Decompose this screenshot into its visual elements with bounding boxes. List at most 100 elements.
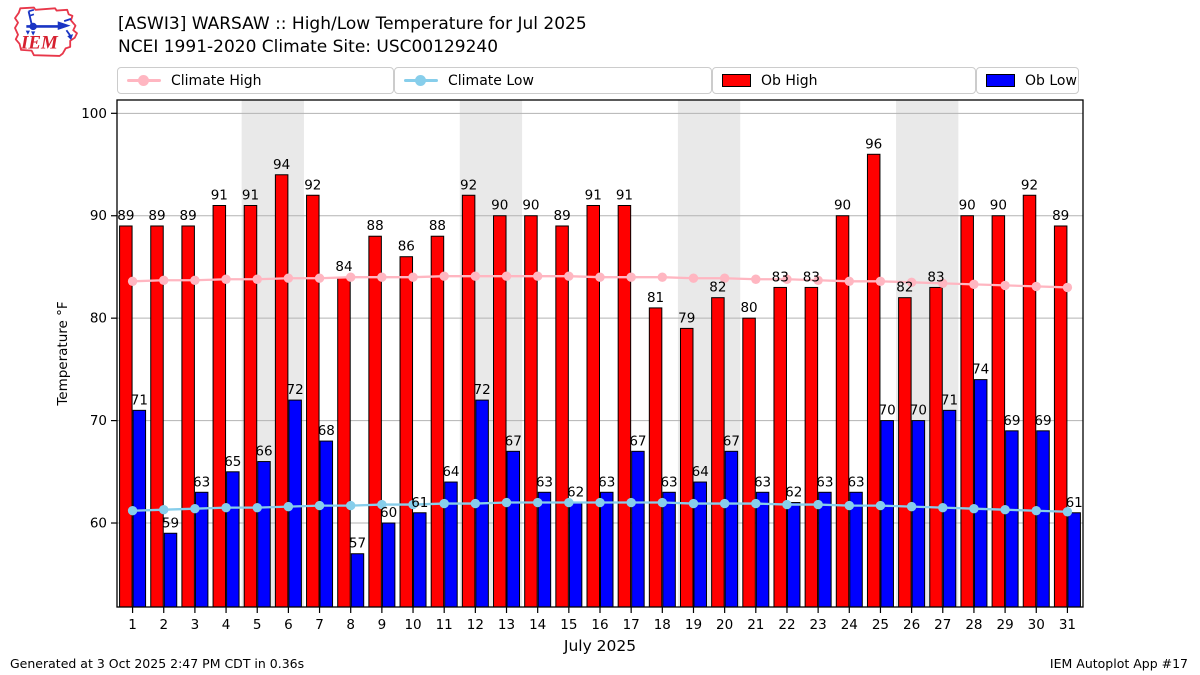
climate-low-marker <box>626 497 636 508</box>
ob-low-value-label: 63 <box>816 474 833 490</box>
ob-low-bar <box>1067 512 1081 608</box>
ob-high-value-label: 92 <box>304 177 321 193</box>
climate-low-marker <box>283 501 294 512</box>
climate-low-marker <box>532 497 543 508</box>
x-tick-label: 30 <box>1028 617 1045 633</box>
ob-high-value-label: 83 <box>803 269 820 285</box>
ob-high-bar <box>1022 194 1037 608</box>
legend-item-climate-high: Climate High <box>117 67 394 94</box>
legend-label: Ob High <box>761 72 818 89</box>
climate-high-marker <box>688 273 699 283</box>
climate-low-marker <box>938 502 948 513</box>
ob-low-value-label: 63 <box>754 474 771 490</box>
ob-high-bar <box>648 307 663 608</box>
ob-high-bar <box>243 204 258 608</box>
climate-high-marker <box>1062 282 1073 293</box>
climate-low-marker <box>595 497 605 508</box>
climate-low-marker <box>844 500 854 511</box>
climate-high-marker <box>501 271 512 281</box>
ob-high-bar <box>711 297 725 608</box>
climate-low-marker <box>221 502 231 513</box>
ob-high-value-label: 92 <box>460 177 477 193</box>
ob-low-value-label: 72 <box>287 382 304 398</box>
ob-high-bar <box>1053 225 1068 608</box>
x-tick-label: 14 <box>529 617 546 633</box>
ob-high-bar <box>399 256 414 608</box>
climate-low-marker <box>314 500 325 511</box>
ob-low-value-label: 63 <box>598 474 615 490</box>
x-tick-label: 2 <box>159 617 168 633</box>
ob-high-value-label: 89 <box>117 208 134 224</box>
climate-low-marker <box>782 499 792 510</box>
weather-vane-icon <box>25 9 74 40</box>
ob-low-value-label: 63 <box>193 474 210 490</box>
climate-low-marker <box>564 497 574 508</box>
y-axis-label: Temperature °F <box>55 301 71 406</box>
ob-high-value-label: 81 <box>647 290 664 306</box>
ob-high-value-label: 89 <box>180 208 197 224</box>
x-tick-label: 17 <box>623 617 640 633</box>
ob-low-value-label: 69 <box>1003 413 1020 429</box>
x-tick-label: 3 <box>191 617 200 633</box>
ob-low-bar <box>880 420 894 608</box>
ob-high-value-label: 94 <box>273 157 290 173</box>
y-tick-label: 80 <box>90 311 107 327</box>
x-tick-label: 11 <box>436 617 453 633</box>
ob-high-value-label: 89 <box>1052 208 1069 224</box>
climate-low-marker <box>190 503 200 514</box>
ob-high-bar <box>306 194 320 608</box>
x-tick-label: 26 <box>903 617 920 633</box>
climate-low-marker <box>1062 507 1073 517</box>
legend-label: Climate Low <box>448 72 534 89</box>
climate-low-marker <box>969 503 979 514</box>
climate-low-marker <box>688 498 699 509</box>
ob-high-value-label: 91 <box>242 187 259 203</box>
x-tick-label: 5 <box>253 617 262 633</box>
chart-title-block: [ASWI3] WARSAW :: High/Low Temperature f… <box>118 13 587 59</box>
ob-low-bar <box>786 502 801 608</box>
x-tick-label: 8 <box>346 617 355 633</box>
ob-low-value-label: 69 <box>1034 413 1051 429</box>
ob-high-value-label: 89 <box>148 208 165 224</box>
ob-high-value-label: 90 <box>491 198 508 214</box>
ob-low-bar <box>1005 430 1019 608</box>
ob-low-value-label: 61 <box>411 495 428 511</box>
ob-high-bar <box>586 204 600 608</box>
climate-low-marker <box>501 497 512 508</box>
ob-low-value-label: 70 <box>910 403 927 419</box>
x-axis-label: July 2025 <box>563 637 636 655</box>
climate-low-marker <box>127 506 138 516</box>
x-tick-label: 15 <box>560 617 577 633</box>
ob-high-value-label: 90 <box>834 198 851 214</box>
legend-item-ob-high: Ob High <box>712 67 976 94</box>
legend-item-climate-low: Climate Low <box>394 67 712 94</box>
climate-low-line-swatch <box>404 75 438 86</box>
iem-logo: IEM <box>14 6 78 57</box>
x-tick-label: 25 <box>872 617 889 633</box>
climate-low-marker <box>346 500 356 511</box>
ob-high-value-label: 91 <box>211 187 228 203</box>
climate-low-marker <box>875 500 886 511</box>
ob-high-bar <box>835 215 850 608</box>
climate-low-marker <box>470 498 481 509</box>
ob-low-value-label: 63 <box>847 474 864 490</box>
x-tick-label: 12 <box>467 617 484 633</box>
ob-high-patch-swatch <box>722 74 751 87</box>
legend-item-ob-low: Ob Low <box>976 67 1079 94</box>
climate-high-marker <box>221 274 231 284</box>
ob-low-value-label: 60 <box>380 505 397 521</box>
ob-low-bar <box>350 553 365 608</box>
x-tick-label: 7 <box>315 617 324 633</box>
ob-high-bar <box>337 276 351 608</box>
climate-high-marker <box>813 275 823 285</box>
ob-high-value-label: 88 <box>367 218 384 234</box>
ob-low-value-label: 59 <box>162 515 179 531</box>
ob-low-value-label: 71 <box>131 392 148 408</box>
x-tick-label: 21 <box>747 617 764 633</box>
chart-title: [ASWI3] WARSAW :: High/Low Temperature f… <box>118 14 587 34</box>
climate-high-marker <box>532 271 543 281</box>
ob-high-value-label: 83 <box>772 269 789 285</box>
x-tick-label: 9 <box>378 617 387 633</box>
legend-label: Climate High <box>171 72 262 89</box>
